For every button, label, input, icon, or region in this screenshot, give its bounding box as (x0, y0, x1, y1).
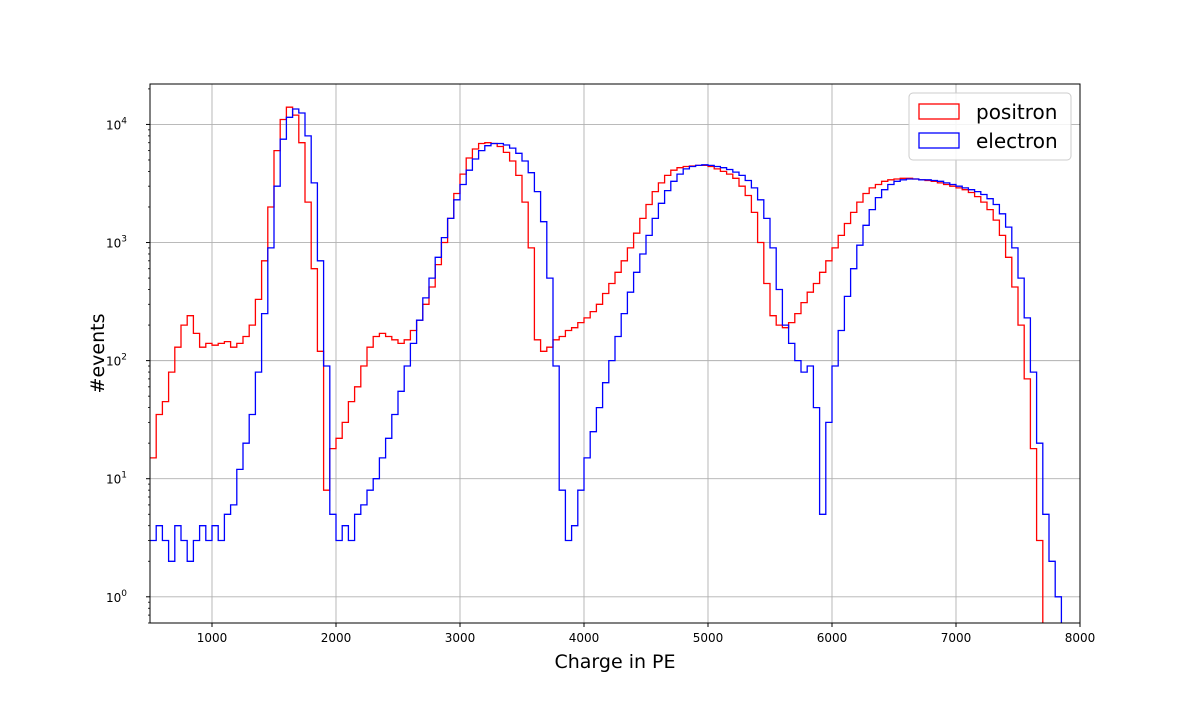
x-tick-label: 1000 (197, 631, 228, 645)
x-axis-label: Charge in PE (554, 651, 675, 673)
x-tick-label: 4000 (569, 631, 600, 645)
legend-label-positron: positron (976, 100, 1057, 124)
x-tick-label: 2000 (321, 631, 352, 645)
plot-frame (149, 83, 1081, 624)
axis-ticks: 1000 2000 3000 4000 5000 6000 7000 8000 100 101 10… (106, 88, 1096, 645)
legend-swatch-positron (918, 103, 960, 120)
x-tick-label: 3000 (445, 631, 476, 645)
x-tick-label: 8000 (1065, 631, 1096, 645)
y-axis-label: #events (87, 314, 109, 394)
legend-box (908, 92, 1072, 161)
x-tick-label: 6000 (817, 631, 848, 645)
x-tick-label: 5000 (693, 631, 724, 645)
series-line-positron (150, 106, 1044, 623)
legend-label-electron: electron (976, 129, 1058, 153)
x-tick-label: 7000 (941, 631, 972, 645)
series-group (150, 106, 1063, 623)
y-tick-label: 104 (106, 116, 127, 132)
series-line-electron (150, 108, 1063, 623)
y-tick-label: 101 (106, 471, 127, 487)
y-tick-label: 100 (106, 589, 127, 605)
legend: positron electron (908, 92, 1072, 161)
y-tick-label: 102 (106, 353, 127, 369)
legend-swatch-electron (918, 132, 960, 149)
y-tick-label: 103 (106, 235, 127, 251)
